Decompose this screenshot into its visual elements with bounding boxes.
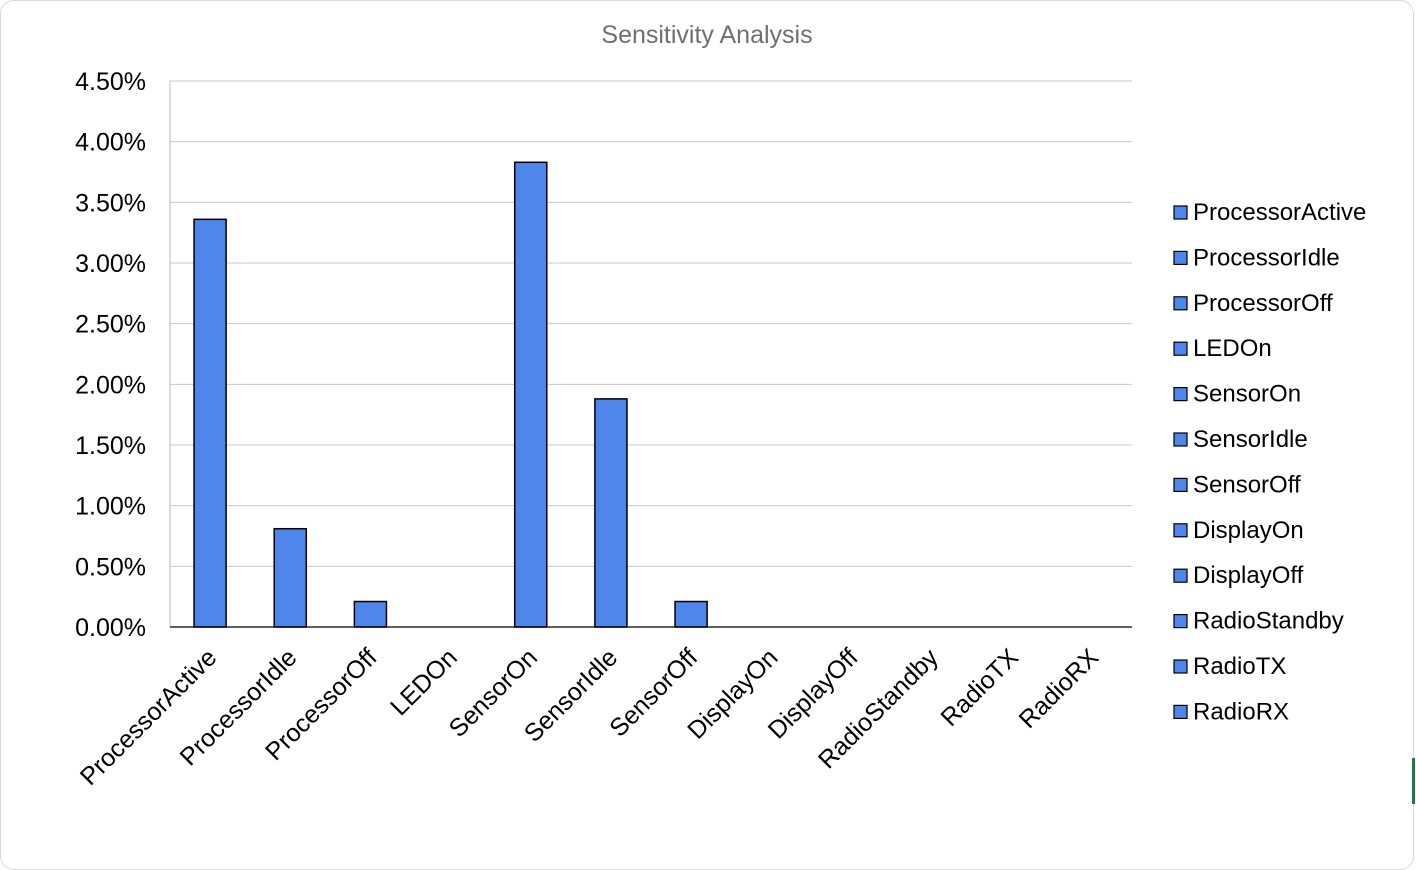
x-tick-label: ProcessorActive	[75, 643, 223, 791]
y-tick-label: 0.50%	[75, 553, 146, 581]
legend-label: ProcessorOff	[1193, 290, 1333, 317]
legend-label: DisplayOff	[1193, 562, 1304, 589]
legend-label: ProcessorIdle	[1193, 244, 1340, 271]
legend-label: DisplayOn	[1193, 517, 1304, 544]
y-tick-label: 0.00%	[75, 614, 146, 642]
legend-swatch	[1173, 704, 1188, 720]
y-tick-label: 1.00%	[75, 493, 146, 521]
bar	[353, 600, 388, 628]
legend-swatch	[1173, 523, 1188, 538]
scrollbar-edge	[1412, 758, 1415, 804]
legend-swatch	[1173, 613, 1188, 629]
legend-label: RadioRX	[1193, 698, 1289, 725]
legend-label: ProcessorActive	[1193, 199, 1366, 226]
legend-label: SensorIdle	[1193, 426, 1308, 453]
y-tick-label: 2.50%	[75, 311, 146, 339]
legend-swatch	[1173, 568, 1188, 583]
legend-swatch	[1173, 205, 1188, 220]
legend-swatch	[1173, 432, 1188, 447]
y-tick-label: 1.50%	[75, 432, 146, 460]
legend-label: RadioTX	[1193, 653, 1286, 680]
legend-swatch	[1173, 296, 1188, 311]
x-tick-label: RadioRX	[1014, 643, 1105, 734]
bar	[594, 398, 628, 628]
bar-layer	[193, 161, 708, 628]
x-tick-label: RadioTX	[935, 643, 1024, 732]
legend-label: SensorOff	[1193, 471, 1301, 498]
chart-title: Sensitivity Analysis	[601, 21, 813, 49]
legend-swatch	[1173, 477, 1188, 492]
legend-label: RadioStandby	[1193, 608, 1344, 635]
y-tick-label: 3.00%	[75, 250, 146, 278]
y-tick-label: 4.50%	[75, 68, 146, 96]
bar	[674, 600, 708, 628]
grid-layer	[170, 80, 1132, 567]
legend-swatch	[1173, 250, 1188, 265]
y-tick-label: 2.00%	[75, 371, 146, 399]
bar	[273, 527, 308, 628]
legend: ProcessorActive ProcessorIdle ProcessorOff…	[1173, 199, 1366, 725]
legend-swatch	[1173, 659, 1188, 674]
y-tick-label: 4.00%	[75, 129, 146, 157]
legend-label: LEDOn	[1193, 335, 1272, 362]
legend-label: SensorOn	[1193, 381, 1301, 408]
legend-swatch	[1173, 387, 1188, 402]
legend-swatch	[1173, 341, 1188, 356]
bar	[193, 218, 227, 628]
y-tick-label: 3.50%	[75, 189, 146, 217]
x-tick-label: LEDOn	[385, 643, 463, 721]
bar	[513, 161, 548, 628]
